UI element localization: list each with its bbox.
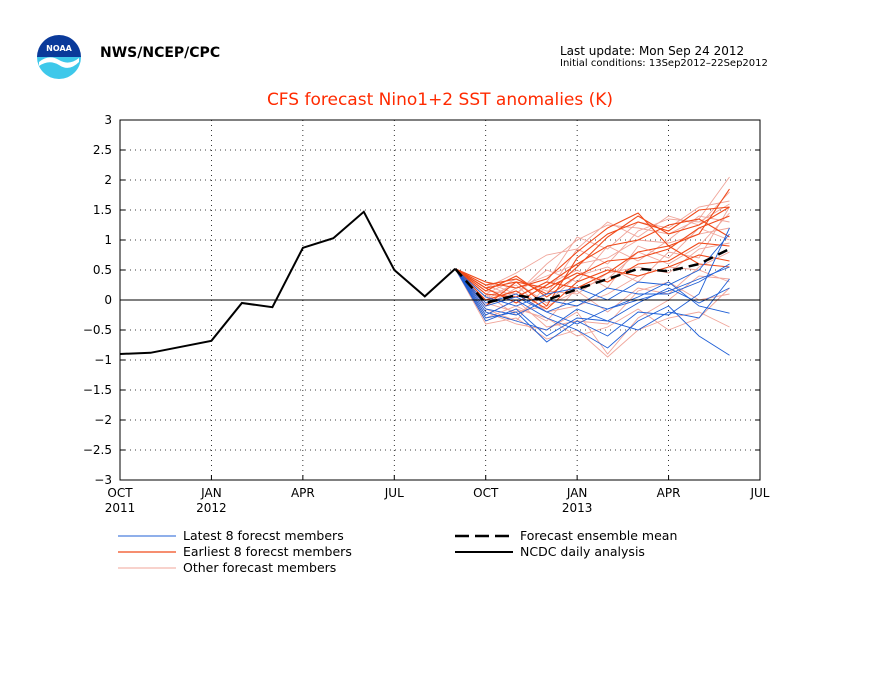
chart-title: CFS forecast Nino1+2 SST anomalies (K) [266, 90, 614, 110]
latest-members-group [454, 227, 730, 356]
legend-label-other: Other forecast members [183, 560, 336, 575]
other-member-line [455, 176, 730, 295]
x-tick-year: 2012 [196, 501, 227, 515]
other-member-line [454, 215, 730, 295]
y-tick-label: −2 [94, 413, 112, 427]
x-tick-label: OCT [473, 486, 499, 500]
noaa-logo: NOAA [34, 32, 84, 82]
x-tick-label: JUL [749, 486, 769, 500]
analysis-line [119, 210, 456, 355]
latest-member-line [454, 268, 730, 356]
x-tick-label: JAN [200, 486, 222, 500]
legend-label-mean: Forecast ensemble mean [520, 528, 677, 543]
x-tick-label: APR [657, 486, 681, 500]
y-tick-label: 0.5 [93, 263, 112, 277]
y-tick-label: 2 [104, 173, 112, 187]
legend-label-latest: Latest 8 forecst members [183, 528, 344, 543]
latest-member-line [454, 268, 730, 337]
x-tick-year: 2013 [562, 501, 593, 515]
x-tick-label: JAN [566, 486, 588, 500]
earliest-member-line [454, 206, 730, 295]
y-tick-label: −1 [94, 353, 112, 367]
latest-member-line [454, 268, 730, 331]
y-tick-label: −0.5 [83, 323, 112, 337]
earliest-member-line [454, 188, 730, 289]
y-tick-label: −3 [94, 473, 112, 487]
y-tick-label: 2.5 [93, 143, 112, 157]
y-tick-label: −2.5 [83, 443, 112, 457]
earliest-member-line [454, 242, 730, 307]
earliest-member-line [454, 245, 730, 298]
x-tick-label: OCT [107, 486, 133, 500]
x-tick-label: JUL [384, 486, 404, 500]
legend-label-earliest: Earliest 8 forecst members [183, 544, 352, 559]
y-ticks: 3 2.5 2 1.5 1 0.5 0 −0.5 −1 −1.5 −2 −2.5 −3 [83, 113, 760, 487]
other-member-line [454, 227, 730, 322]
legend-label-analysis: NCDC daily analysis [520, 544, 645, 559]
latest-member-line [454, 266, 730, 325]
earliest-members-group [454, 188, 730, 310]
earliest-member-line [454, 206, 730, 307]
agency-label: NWS/NCEP/CPC [100, 45, 221, 61]
y-tick-label: −1.5 [83, 383, 112, 397]
latest-member-line [454, 233, 730, 307]
other-members-group [454, 176, 730, 358]
other-member-line [454, 200, 730, 298]
initial-conditions: Initial conditions: 13Sep2012–22Sep2012 [560, 58, 768, 69]
earliest-member-line [454, 215, 730, 298]
y-tick-label: 0 [104, 293, 112, 307]
y-tick-label: 1.5 [93, 203, 112, 217]
x-tick-year: 2011 [105, 501, 136, 515]
analysis-group [119, 210, 456, 355]
last-update: Last update: Mon Sep 24 2012 [560, 44, 745, 58]
y-tick-label: 1 [104, 233, 112, 247]
x-tick-label: APR [291, 486, 315, 500]
y-tick-label: 3 [104, 113, 112, 127]
logo-text: NOAA [46, 44, 72, 53]
latest-member-line [454, 263, 730, 316]
